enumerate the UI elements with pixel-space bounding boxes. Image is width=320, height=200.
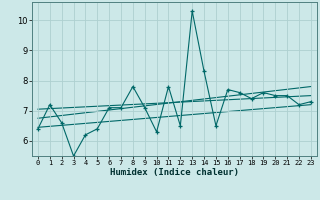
X-axis label: Humidex (Indice chaleur): Humidex (Indice chaleur) bbox=[110, 168, 239, 177]
